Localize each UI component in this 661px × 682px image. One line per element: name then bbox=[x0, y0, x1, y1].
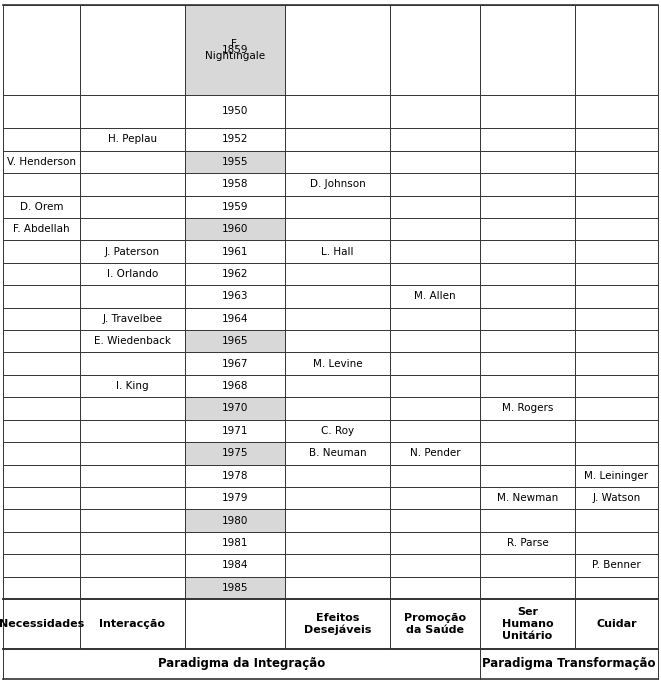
Text: 1984: 1984 bbox=[221, 561, 249, 570]
Text: 1968: 1968 bbox=[221, 381, 249, 391]
Text: Promoção
da Saúde: Promoção da Saúde bbox=[404, 613, 466, 635]
Bar bbox=[185, 509, 285, 532]
Text: 1981: 1981 bbox=[221, 538, 249, 548]
Text: M. Levine: M. Levine bbox=[313, 359, 362, 369]
Text: Interacção: Interacção bbox=[100, 619, 165, 629]
Text: 1958: 1958 bbox=[221, 179, 249, 190]
Text: 1950: 1950 bbox=[222, 106, 248, 117]
Text: J. Watson: J. Watson bbox=[592, 493, 641, 503]
Text: 1975: 1975 bbox=[221, 448, 249, 458]
Text: N. Pender: N. Pender bbox=[410, 448, 460, 458]
Text: F.
Nightingale: F. Nightingale bbox=[205, 39, 265, 61]
Text: V. Henderson: V. Henderson bbox=[7, 157, 76, 167]
Bar bbox=[185, 5, 285, 95]
Text: 1965: 1965 bbox=[221, 336, 249, 346]
Text: R. Parse: R. Parse bbox=[506, 538, 549, 548]
Text: H. Peplau: H. Peplau bbox=[108, 134, 157, 145]
Text: 1979: 1979 bbox=[221, 493, 249, 503]
Text: I. Orlando: I. Orlando bbox=[107, 269, 158, 279]
Text: P. Benner: P. Benner bbox=[592, 561, 641, 570]
Bar bbox=[185, 151, 285, 173]
Text: 1960: 1960 bbox=[222, 224, 248, 234]
Text: 1859: 1859 bbox=[221, 45, 249, 55]
Text: 1961: 1961 bbox=[221, 247, 249, 256]
Text: Efeitos
Desejáveis: Efeitos Desejáveis bbox=[304, 613, 371, 635]
Text: 1980: 1980 bbox=[222, 516, 248, 526]
Text: 1959: 1959 bbox=[221, 202, 249, 211]
Text: Necessidades: Necessidades bbox=[0, 619, 84, 629]
Text: B. Neuman: B. Neuman bbox=[309, 448, 366, 458]
Text: 1970: 1970 bbox=[222, 404, 248, 413]
Text: 1967: 1967 bbox=[221, 359, 249, 369]
Text: Ser
Humano
Unitário: Ser Humano Unitário bbox=[502, 608, 553, 640]
Text: 1985: 1985 bbox=[221, 583, 249, 593]
Text: 1952: 1952 bbox=[221, 134, 249, 145]
Text: J. Paterson: J. Paterson bbox=[105, 247, 160, 256]
Text: Cuidar: Cuidar bbox=[596, 619, 637, 629]
Text: 1962: 1962 bbox=[221, 269, 249, 279]
Text: 1971: 1971 bbox=[221, 426, 249, 436]
Text: 1963: 1963 bbox=[221, 291, 249, 301]
Text: M. Rogers: M. Rogers bbox=[502, 404, 553, 413]
Text: D. Orem: D. Orem bbox=[20, 202, 63, 211]
Text: C. Roy: C. Roy bbox=[321, 426, 354, 436]
Bar bbox=[185, 330, 285, 353]
Text: M. Newman: M. Newman bbox=[497, 493, 558, 503]
Text: J. Travelbee: J. Travelbee bbox=[102, 314, 163, 324]
Text: 1955: 1955 bbox=[221, 157, 249, 167]
Text: M. Allen: M. Allen bbox=[414, 291, 456, 301]
Bar bbox=[185, 218, 285, 240]
Text: L. Hall: L. Hall bbox=[321, 247, 354, 256]
Text: E. Wiedenback: E. Wiedenback bbox=[94, 336, 171, 346]
Bar bbox=[185, 442, 285, 464]
Text: 1964: 1964 bbox=[221, 314, 249, 324]
Text: I. King: I. King bbox=[116, 381, 149, 391]
Text: Paradigma da Integração: Paradigma da Integração bbox=[158, 657, 325, 670]
Text: D. Johnson: D. Johnson bbox=[309, 179, 366, 190]
Text: F. Abdellah: F. Abdellah bbox=[13, 224, 70, 234]
Text: M. Leininger: M. Leininger bbox=[584, 471, 648, 481]
Bar bbox=[185, 397, 285, 419]
Text: 1978: 1978 bbox=[221, 471, 249, 481]
Text: Paradigma Transformação: Paradigma Transformação bbox=[483, 657, 656, 670]
Bar bbox=[185, 576, 285, 599]
